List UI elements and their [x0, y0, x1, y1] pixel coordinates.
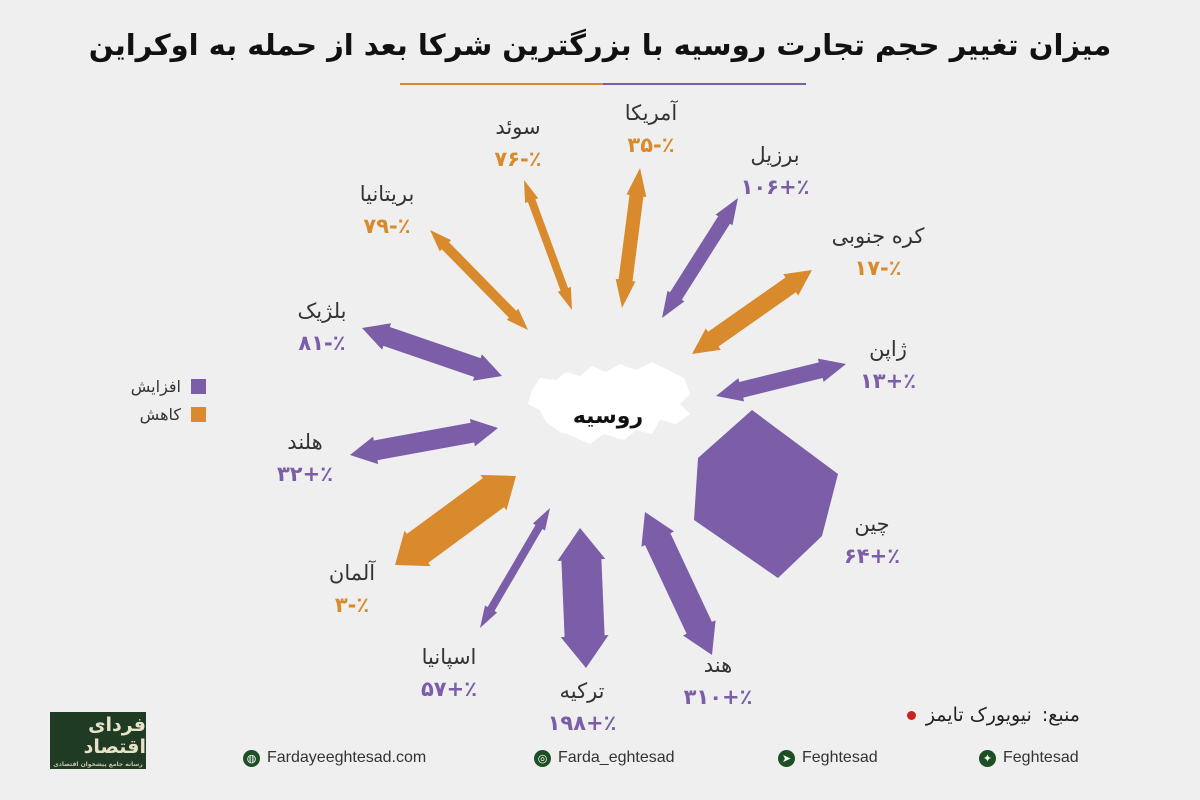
- legend-item-decrease: کاهش: [96, 400, 206, 428]
- logo-text: فردای اقتصاد: [83, 713, 146, 758]
- russia-map-shape: [528, 362, 690, 444]
- country-label: آلمان: [329, 560, 376, 585]
- value-label: ٪+۱۹۸: [548, 711, 617, 735]
- arrow-10: [350, 418, 498, 465]
- center-label: روسیه: [573, 404, 643, 429]
- arrow-3: [692, 270, 812, 354]
- legend: افزایش کاهش: [96, 372, 206, 428]
- brand-logo: فردای اقتصاد رسانه جامع پیشخوان اقتصادی: [50, 712, 146, 769]
- twitter-icon: ✦: [979, 749, 996, 767]
- source-value: نیویورک تایمز: [925, 704, 1032, 726]
- arrow-8: [480, 508, 550, 628]
- footer-instagram-text: Farda_eghtesad: [558, 749, 675, 766]
- value-label: ٪+۱۰۶: [741, 175, 810, 199]
- value-label: ٪+۶۴: [844, 544, 900, 568]
- value-label: ٪+۱۳: [860, 369, 916, 393]
- value-label: ٪-۸۱: [298, 331, 345, 355]
- chart-title: میزان تغییر حجم تجارت روسیه با بزرگترین …: [88, 28, 1112, 62]
- footer-twitter-text: Feghtesad: [1003, 749, 1079, 766]
- legend-increase-swatch: [191, 378, 206, 394]
- footer-instagram[interactable]: ◎ Farda_eghtesad: [534, 749, 675, 767]
- country-label: اسپانیا: [422, 645, 477, 669]
- country-label: هلند: [287, 430, 322, 454]
- country-label: کره جنوبی: [832, 224, 925, 248]
- value-label: ٪+۳۱۰: [684, 685, 753, 709]
- title-underline: [400, 83, 806, 85]
- globe-icon: ◍: [243, 749, 260, 767]
- bullet-icon: [906, 710, 916, 720]
- arrow-4: [716, 358, 846, 402]
- country-label: سوئد: [495, 115, 540, 139]
- arrow-12: [430, 230, 528, 330]
- arrow-9: [395, 474, 516, 567]
- country-label: ترکیه: [559, 679, 604, 703]
- arrow-2: [662, 198, 738, 318]
- logo-tagline: رسانه جامع پیشخوان اقتصادی: [53, 760, 143, 768]
- country-label: برزیل: [750, 143, 799, 167]
- legend-decrease-swatch: [191, 406, 206, 422]
- value-label: ٪-۱۷: [854, 256, 901, 280]
- country-label: هند: [704, 653, 732, 677]
- country-label: آمریکا: [625, 100, 679, 125]
- telegram-icon: ➤: [778, 749, 795, 767]
- instagram-icon: ◎: [534, 749, 551, 767]
- value-label: ٪+۵۷: [421, 677, 477, 701]
- value-label: ٪-۷۹: [363, 214, 410, 238]
- country-label: چین: [854, 512, 889, 536]
- source-note: منبع: نیویورک تایمز: [906, 704, 1080, 726]
- country-label: بریتانیا: [360, 182, 415, 206]
- arrow-5: [694, 410, 838, 578]
- country-label: بلژیک: [297, 299, 346, 323]
- footer-website-text: Fardayeeghtesad.com: [267, 749, 427, 766]
- legend-increase-label: افزایش: [130, 376, 181, 396]
- source-label: منبع:: [1041, 704, 1080, 726]
- footer-telegram-text: Feghtesad: [802, 749, 878, 766]
- arrow-6: [641, 512, 716, 655]
- value-label: ٪+۳۲: [277, 462, 333, 486]
- legend-item-increase: افزایش: [96, 372, 206, 400]
- arrow-7: [557, 528, 609, 668]
- country-label: ژاپن: [869, 337, 907, 361]
- value-label: ٪-۳۵: [627, 133, 674, 157]
- arrow-1: [615, 168, 647, 308]
- footer-telegram[interactable]: ➤ Feghtesad: [778, 749, 878, 767]
- footer-twitter[interactable]: ✦ Feghtesad: [979, 749, 1079, 767]
- legend-decrease-label: کاهش: [139, 404, 181, 424]
- footer-website[interactable]: ◍ Fardayeeghtesad.com: [243, 749, 426, 767]
- arrow-11: [362, 323, 502, 381]
- value-label: ٪-۷۶: [494, 147, 541, 171]
- arrow-13: [524, 180, 572, 310]
- value-label: ٪-۳: [335, 593, 369, 617]
